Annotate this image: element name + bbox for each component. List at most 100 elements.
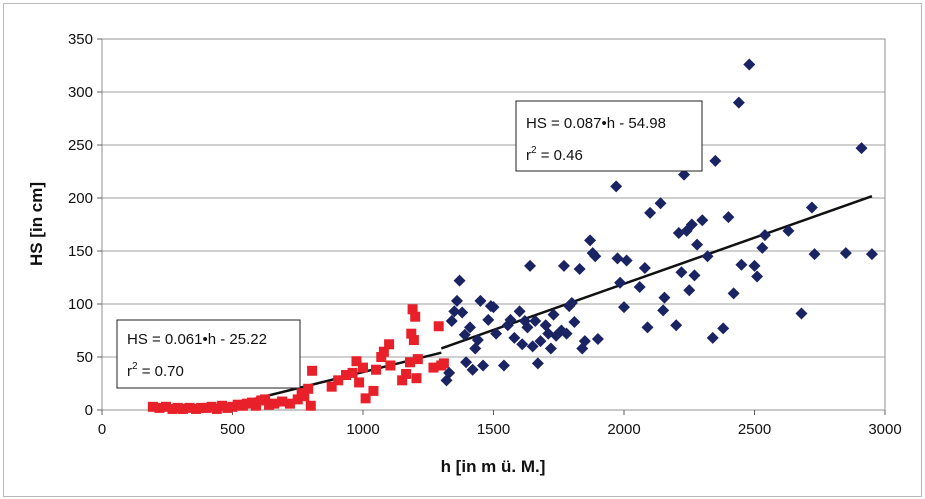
data-point-diamond — [448, 305, 461, 318]
data-point-diamond — [839, 247, 852, 260]
y-tick-label: 100 — [68, 296, 93, 313]
data-point-diamond — [675, 266, 688, 279]
equation-box-low: HS = 0.061•h - 25.22 r2 = 0.70 — [116, 319, 301, 389]
data-point-square — [397, 375, 408, 386]
data-point-square — [368, 385, 379, 396]
data-point-square — [154, 402, 165, 413]
data-point-diamond — [445, 314, 458, 327]
data-point-square — [241, 398, 252, 409]
data-point-diamond — [547, 308, 560, 321]
data-point-diamond — [614, 276, 627, 289]
data-point-diamond — [678, 168, 691, 181]
x-tick-label: 3000 — [868, 421, 901, 438]
y-axis-ticks: 0 50 100 150 200 250 300 350 — [68, 31, 102, 419]
data-point-diamond — [516, 338, 529, 351]
equation-box-high: HS = 0.087•h - 54.98 r2 = 0.46 — [515, 100, 703, 172]
data-point-square — [299, 391, 310, 402]
data-point-diamond — [696, 214, 709, 227]
data-point-diamond — [658, 291, 671, 304]
data-point-square — [217, 400, 228, 411]
data-point-diamond — [458, 328, 471, 341]
data-point-diamond — [456, 306, 469, 319]
data-point-diamond — [688, 269, 701, 282]
data-point-square — [201, 402, 212, 413]
data-point-diamond — [490, 327, 503, 340]
data-point-diamond — [453, 274, 466, 287]
data-point-square — [196, 402, 207, 413]
data-point-diamond — [701, 250, 714, 263]
trendlines — [211, 195, 873, 411]
data-point-square — [147, 401, 158, 412]
data-point-diamond — [722, 211, 735, 224]
data-point-diamond — [638, 261, 651, 274]
data-point-diamond — [782, 224, 795, 237]
data-point-diamond — [573, 263, 586, 276]
r-squared-high: r2 = 0.46 — [526, 145, 583, 164]
data-point-diamond — [654, 197, 667, 210]
data-point-square — [412, 354, 423, 365]
data-point-square — [177, 403, 188, 414]
x-tick-label: 2500 — [738, 421, 771, 438]
data-point-square — [406, 328, 417, 339]
data-point-square — [360, 393, 371, 404]
data-point-square — [376, 352, 387, 362]
x-tick-label: 500 — [220, 421, 245, 438]
data-point-square — [433, 321, 444, 332]
y-tick-label: 150 — [68, 243, 93, 260]
data-point-square — [232, 399, 243, 410]
data-point-diamond — [620, 254, 633, 267]
data-point-diamond — [670, 319, 683, 332]
data-point-square — [227, 401, 238, 412]
x-tick-label: 2000 — [607, 421, 640, 438]
data-point-square — [411, 373, 422, 384]
data-point-square — [384, 339, 395, 350]
data-point-square — [428, 362, 439, 373]
data-point-square — [292, 394, 303, 405]
data-point-diamond — [443, 366, 456, 379]
data-point-square — [351, 356, 362, 367]
r-squared-low: r2 = 0.70 — [127, 361, 184, 380]
equation-high: HS = 0.087•h - 54.98 — [526, 115, 666, 132]
data-point-diamond — [611, 252, 624, 265]
chart-frame — [3, 3, 922, 497]
data-point-diamond — [508, 331, 521, 344]
data-point-diamond — [644, 206, 657, 219]
data-point-diamond — [450, 294, 463, 307]
data-point-diamond — [487, 301, 500, 314]
equation-low: HS = 0.061•h - 25.22 — [127, 331, 267, 348]
data-point-square — [206, 401, 217, 412]
data-point-square — [307, 365, 318, 376]
data-point-diamond — [748, 259, 761, 272]
data-point-square — [190, 403, 201, 414]
data-point-diamond — [482, 313, 495, 326]
data-point-square — [284, 398, 295, 409]
data-point-square — [438, 358, 449, 369]
y-axis-title: HS [in cm] — [27, 182, 46, 266]
data-point-diamond — [497, 359, 510, 372]
data-point-diamond — [685, 218, 698, 231]
data-point-square — [167, 403, 178, 414]
y-tick-label: 200 — [68, 190, 93, 207]
data-point-diamond — [756, 241, 769, 254]
data-point-square — [333, 375, 344, 386]
data-point-diamond — [578, 335, 591, 348]
data-point-diamond — [805, 201, 818, 214]
data-point-square — [326, 381, 337, 392]
data-point-diamond — [641, 321, 654, 334]
data-point-square — [222, 402, 233, 413]
data-point-square — [404, 357, 415, 368]
data-point-diamond — [544, 342, 557, 355]
data-point-diamond — [524, 259, 537, 272]
data-point-square — [407, 304, 418, 315]
data-point-diamond — [808, 248, 821, 261]
data-point-diamond — [683, 284, 696, 297]
data-point-square — [250, 400, 261, 411]
data-point-square — [305, 400, 316, 411]
data-point-square — [347, 367, 358, 378]
data-point-square — [408, 335, 419, 346]
data-point-diamond — [727, 287, 740, 300]
x-tick-label: 1500 — [477, 421, 510, 438]
data-point-diamond — [589, 250, 602, 263]
data-point-diamond — [735, 258, 748, 271]
data-points — [147, 58, 878, 414]
